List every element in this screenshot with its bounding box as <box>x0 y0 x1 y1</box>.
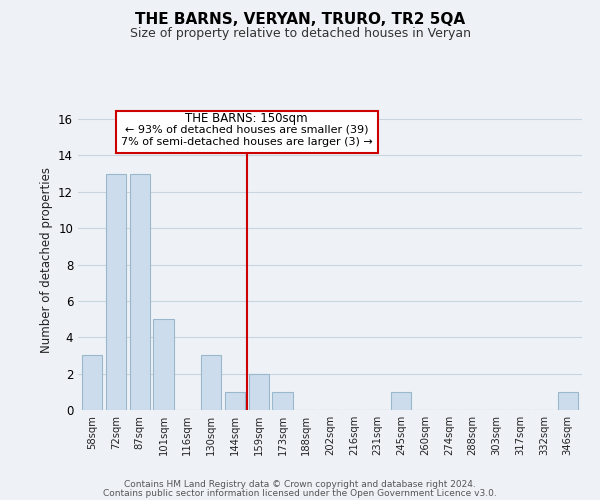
Bar <box>557 392 578 410</box>
Bar <box>154 319 173 410</box>
FancyBboxPatch shape <box>116 111 377 152</box>
Bar <box>248 374 269 410</box>
Bar <box>201 356 221 410</box>
Bar <box>391 392 412 410</box>
Text: Size of property relative to detached houses in Veryan: Size of property relative to detached ho… <box>130 28 470 40</box>
Bar <box>106 174 126 410</box>
Text: THE BARNS: 150sqm: THE BARNS: 150sqm <box>185 112 308 124</box>
Bar <box>130 174 150 410</box>
Bar <box>225 392 245 410</box>
Bar <box>82 356 103 410</box>
Text: THE BARNS, VERYAN, TRURO, TR2 5QA: THE BARNS, VERYAN, TRURO, TR2 5QA <box>135 12 465 28</box>
Text: Contains HM Land Registry data © Crown copyright and database right 2024.: Contains HM Land Registry data © Crown c… <box>124 480 476 489</box>
Text: 7% of semi-detached houses are larger (3) →: 7% of semi-detached houses are larger (3… <box>121 137 373 147</box>
Y-axis label: Number of detached properties: Number of detached properties <box>40 167 53 353</box>
Text: Contains public sector information licensed under the Open Government Licence v3: Contains public sector information licen… <box>103 489 497 498</box>
Text: ← 93% of detached houses are smaller (39): ← 93% of detached houses are smaller (39… <box>125 124 368 134</box>
Bar <box>272 392 293 410</box>
